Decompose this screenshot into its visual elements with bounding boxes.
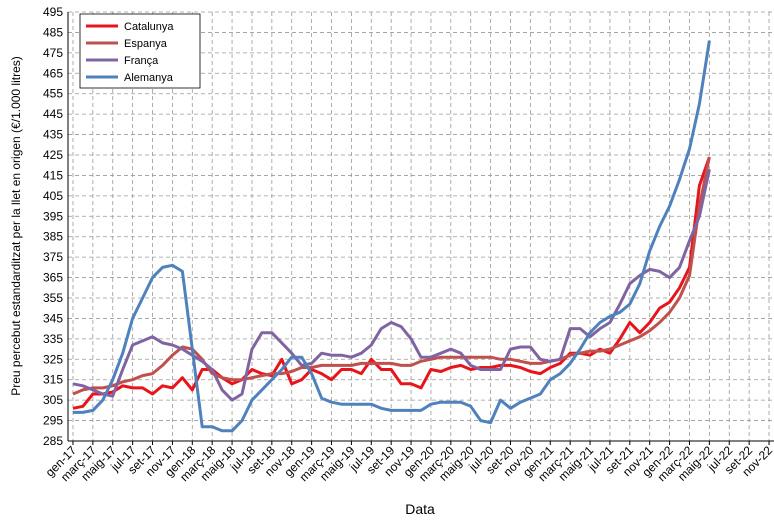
series-line: [72, 156, 711, 396]
y-tick-label: 335: [43, 332, 63, 346]
legend-label: Alemanya: [124, 72, 174, 84]
y-tick-label: 315: [43, 373, 63, 387]
legend-label: Catalunya: [124, 21, 174, 33]
y-tick-label: 465: [43, 66, 63, 80]
y-tick-label: 475: [43, 46, 63, 60]
y-tick-label: 365: [43, 271, 63, 285]
y-tick-label: 355: [43, 291, 63, 305]
y-tick-label: 395: [43, 209, 63, 223]
legend-label: França: [124, 55, 159, 67]
y-tick-label: 445: [43, 107, 63, 121]
y-tick-label: 375: [43, 250, 63, 264]
y-tick-label: 485: [43, 25, 63, 39]
y-tick-label: 325: [43, 352, 63, 366]
x-axis-label: Data: [405, 501, 435, 517]
series-line: [72, 168, 711, 402]
series-line: [73, 40, 711, 433]
y-tick-label: 285: [43, 434, 63, 448]
y-tick-label: 345: [43, 311, 63, 325]
y-tick-label: 455: [43, 87, 63, 101]
legend-label: Espanya: [124, 38, 168, 50]
y-tick-label: 415: [43, 168, 63, 182]
y-tick-label: 405: [43, 189, 63, 203]
y-axis-label: Preu percebut estandarditzat per la llet…: [9, 56, 23, 396]
y-tick-label: 435: [43, 128, 63, 142]
legend: Catalunya Espanya França Alemanya: [79, 13, 201, 89]
y-tick-label: 295: [43, 414, 63, 428]
y-tick-label: 305: [43, 393, 63, 407]
y-tick-label: 425: [43, 148, 63, 162]
y-tick-label: 385: [43, 230, 63, 244]
y-tick-label: 495: [43, 5, 63, 19]
